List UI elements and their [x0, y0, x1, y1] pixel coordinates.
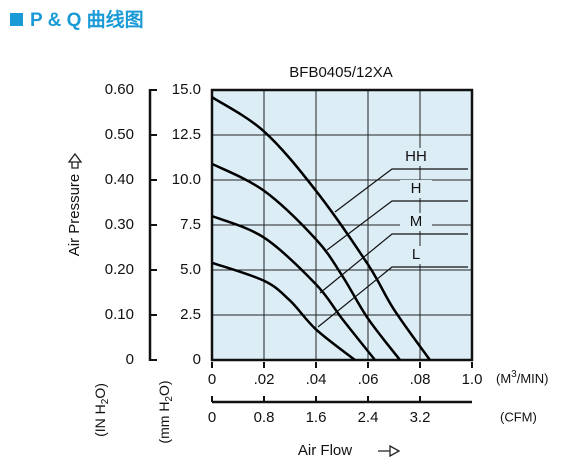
y-unit: (mm H2O) — [156, 380, 175, 443]
x2-tick-label: 0.8 — [254, 409, 275, 426]
chart-title: BFB0405/12XA — [289, 64, 392, 81]
x-tick-label: .08 — [410, 371, 431, 388]
unit-part: (IN H — [92, 404, 108, 437]
y2-tick-label: 0.20 — [105, 261, 134, 278]
label-bg — [400, 148, 432, 166]
y-tick-label: 12.5 — [172, 126, 201, 143]
y2-tick-label: 0.10 — [105, 306, 134, 323]
y-axis-label: Air Pressure — [66, 174, 83, 257]
y-tick-label: 2.5 — [180, 306, 201, 323]
unit-part: /MIN) — [517, 371, 549, 386]
y2-tick-label: 0.30 — [105, 216, 134, 233]
y-tick-label: 5.0 — [180, 261, 201, 278]
x-unit: (M3/MIN) — [496, 369, 549, 387]
x2-tick-label: 3.2 — [410, 409, 431, 426]
series-label: HH — [405, 148, 427, 165]
x-tick-label: .06 — [358, 371, 379, 388]
y2-unit: (IN H2O) — [92, 383, 111, 437]
series-label: L — [412, 246, 420, 263]
x2-tick-label: 1.6 — [306, 409, 327, 426]
leader-line — [326, 200, 468, 251]
x-axis-label: Air Flow — [298, 442, 352, 459]
unit-part: (mm H — [156, 402, 172, 444]
x-tick-label: 0 — [208, 371, 216, 388]
y2-tick-label: 0.40 — [105, 171, 134, 188]
leader-line — [317, 266, 468, 328]
curve — [211, 96, 431, 361]
y-arrow — [67, 152, 83, 169]
heading: P & Q 曲线图 — [30, 8, 144, 31]
x-tick-label: .04 — [306, 371, 327, 388]
label-bg — [400, 180, 432, 198]
y2-tick-label: 0.50 — [105, 126, 134, 143]
x2-tick-label: 0 — [208, 409, 216, 426]
series-label: H — [411, 180, 422, 197]
leader-line — [334, 168, 468, 213]
series-label: M — [410, 213, 423, 230]
unit-part: O) — [156, 380, 172, 396]
y-tick-label: 7.5 — [180, 216, 201, 233]
curve — [211, 261, 356, 361]
curve — [211, 214, 376, 361]
y-tick-label: 10.0 — [172, 171, 201, 188]
unit-sub: 2 — [100, 398, 111, 404]
x-arrow — [378, 444, 401, 458]
x2-unit: (CFM) — [500, 409, 537, 424]
leader-line — [319, 233, 468, 294]
curve — [211, 162, 401, 361]
plot-border — [210, 88, 474, 362]
x-tick-label: 1.0 — [462, 371, 483, 388]
unit-sub: 2 — [164, 396, 175, 402]
heading-icon — [10, 13, 23, 26]
unit-sup: 3 — [511, 369, 517, 380]
unit-part: (M — [496, 371, 511, 386]
label-bg — [400, 213, 432, 231]
unit-part: O) — [92, 383, 108, 399]
y2-tick-label: 0 — [126, 351, 134, 368]
x2-tick-label: 2.4 — [358, 409, 379, 426]
label-bg — [400, 246, 432, 264]
y-tick-label: 15.0 — [172, 81, 201, 98]
x-tick-label: .02 — [254, 371, 275, 388]
y-tick-label: 0 — [193, 351, 201, 368]
y2-tick-label: 0.60 — [105, 81, 134, 98]
